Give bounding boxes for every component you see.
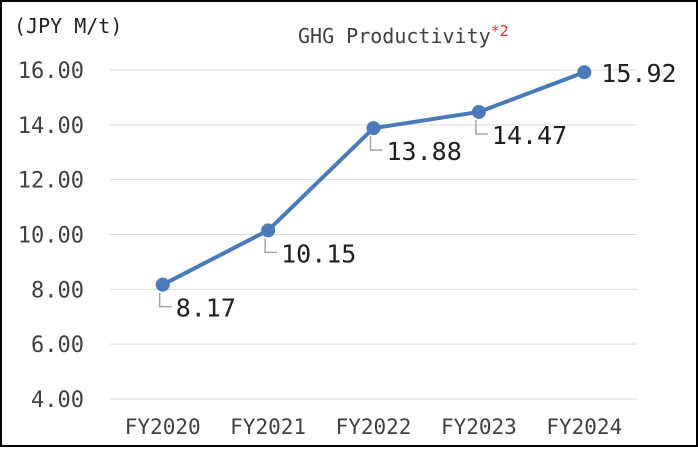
data-label: 15.92 (601, 59, 676, 88)
chart-title: GHG Productivity*2 (298, 22, 509, 48)
data-labels: 8.17 10.15 13.88 14.47 15.92 (158, 59, 677, 323)
x-tick-label: FY2024 (546, 415, 622, 439)
grid-lines (110, 69, 637, 400)
chart-title-footnote-mark: *2 (491, 22, 509, 40)
data-label: 10.15 (281, 239, 356, 268)
data-point (471, 104, 486, 119)
data-point (155, 277, 170, 292)
x-tick-label: FY2023 (441, 415, 517, 439)
y-tick-label: 10.00 (18, 224, 84, 249)
series-line (155, 65, 592, 292)
x-tick-label: FY2022 (336, 415, 412, 439)
label-leader-line (158, 292, 172, 308)
data-point (261, 223, 276, 238)
y-tick-label: 6.00 (31, 333, 84, 358)
data-label: 13.88 (387, 137, 462, 166)
series-line-path (160, 70, 587, 287)
data-label: 8.17 (176, 294, 236, 323)
y-tick-labels: 4.00 6.00 8.00 10.00 12.00 14.00 16.00 (18, 59, 84, 413)
label-leader-line (475, 119, 488, 135)
y-tick-label: 14.00 (18, 114, 84, 139)
chart-title-text: GHG Productivity (298, 24, 491, 48)
x-tick-label: FY2020 (125, 415, 201, 439)
y-tick-label: 8.00 (31, 278, 84, 303)
x-tick-label: FY2021 (230, 415, 306, 439)
label-leader-line (369, 136, 383, 151)
y-tick-label: 16.00 (18, 59, 84, 84)
y-tick-label: 4.00 (31, 388, 84, 413)
y-axis-unit-label: (JPY M/t) (14, 14, 122, 38)
x-tick-labels: FY2020 FY2021 FY2022 FY2023 FY2024 (125, 415, 622, 439)
data-point (366, 121, 381, 136)
y-tick-label: 12.00 (18, 169, 84, 194)
label-leader-line (264, 238, 278, 254)
data-point (577, 65, 592, 80)
data-label: 14.47 (492, 121, 567, 150)
